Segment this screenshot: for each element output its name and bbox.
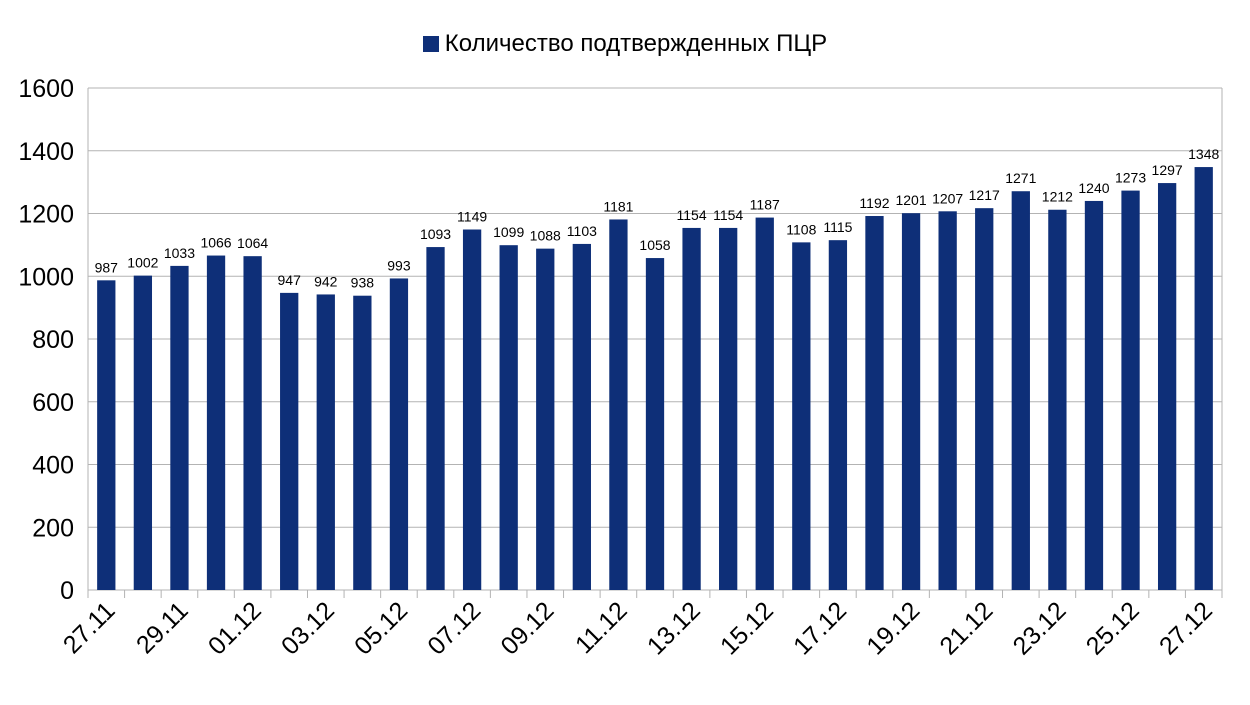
data-label: 1217 — [969, 187, 1000, 203]
x-tick-label: 13.12 — [642, 596, 706, 660]
x-tick-label: 17.12 — [788, 596, 852, 660]
bar — [243, 256, 262, 590]
data-label: 987 — [95, 259, 119, 275]
y-tick-label: 400 — [32, 452, 74, 480]
data-label: 1207 — [932, 190, 963, 206]
x-tick-label: 25.12 — [1081, 596, 1145, 660]
bar — [1157, 183, 1177, 590]
data-label: 1103 — [567, 223, 597, 239]
bar — [1121, 190, 1140, 590]
bar — [975, 208, 994, 590]
data-label: 1240 — [1078, 180, 1109, 196]
data-label: 947 — [278, 272, 302, 288]
data-label: 1088 — [530, 228, 561, 244]
data-label: 942 — [314, 273, 338, 289]
data-label: 1187 — [750, 197, 780, 213]
data-label: 938 — [351, 275, 375, 291]
x-tick-label: 15.12 — [715, 596, 779, 660]
bar — [499, 245, 518, 590]
data-label: 1115 — [823, 219, 852, 235]
x-tick-label: 27.12 — [1154, 596, 1218, 660]
data-label: 1201 — [895, 192, 926, 208]
bar — [353, 295, 372, 590]
x-tick-label: 09.12 — [495, 596, 559, 660]
data-label: 1093 — [420, 226, 451, 242]
bar — [645, 258, 665, 590]
data-label: 1033 — [164, 245, 195, 261]
x-tick-label: 03.12 — [276, 596, 340, 660]
data-label: 1348 — [1188, 146, 1219, 162]
bar — [97, 280, 116, 590]
bar — [865, 216, 884, 590]
x-tick-label: 19.12 — [861, 596, 925, 660]
data-label: 1297 — [1152, 162, 1183, 178]
x-tick-label: 11.12 — [570, 596, 633, 659]
data-label: 1271 — [1005, 170, 1036, 186]
x-tick-label: 23.12 — [1008, 596, 1072, 660]
data-label: 1212 — [1042, 189, 1073, 205]
bar — [1194, 167, 1213, 590]
data-label: 1273 — [1115, 170, 1146, 186]
y-tick-label: 200 — [32, 514, 74, 542]
x-tick-label: 27.11 — [58, 596, 121, 659]
bar — [1084, 200, 1104, 590]
bar — [389, 278, 409, 590]
data-label: 993 — [387, 257, 411, 273]
data-label: 1058 — [639, 237, 670, 253]
data-label: 1149 — [457, 209, 487, 225]
bar — [462, 229, 482, 590]
bar — [901, 213, 921, 590]
bar — [426, 247, 445, 591]
data-label: 1108 — [786, 221, 816, 237]
y-tick-label: 1000 — [18, 263, 74, 291]
y-tick-label: 1200 — [18, 201, 74, 229]
legend: Количество подтвержденных ПЦР — [0, 30, 1250, 58]
bar — [1011, 191, 1030, 590]
data-label: 1154 — [677, 207, 707, 223]
data-label: 1181 — [603, 198, 633, 214]
data-label: 1099 — [493, 224, 524, 240]
bar — [170, 265, 189, 590]
bar — [316, 294, 335, 590]
y-tick-label: 1600 — [18, 75, 74, 103]
bar — [572, 243, 591, 590]
x-tick-label: 01.12 — [203, 596, 267, 660]
data-label: 1064 — [237, 235, 268, 251]
legend-label: Количество подтвержденных ПЦР — [444, 30, 828, 57]
bar — [682, 227, 701, 590]
x-tick-label: 29.11 — [131, 596, 194, 659]
data-label: 1002 — [127, 255, 158, 271]
bar — [609, 219, 628, 590]
bar — [1048, 209, 1067, 591]
y-tick-label: 0 — [60, 577, 74, 605]
y-tick-label: 800 — [32, 326, 74, 354]
data-label: 1192 — [859, 195, 889, 211]
data-label: 1154 — [713, 207, 743, 223]
y-tick-label: 1400 — [18, 138, 74, 166]
x-tick-label: 05.12 — [349, 596, 413, 660]
bar — [536, 248, 555, 590]
bar — [206, 255, 226, 591]
bar — [828, 240, 848, 590]
x-tick-label: 07.12 — [422, 596, 486, 660]
bar — [719, 227, 738, 590]
bar — [938, 211, 957, 590]
data-label: 1066 — [200, 235, 231, 251]
bar — [792, 242, 811, 591]
legend-swatch — [422, 36, 439, 52]
x-tick-label: 21.12 — [934, 596, 998, 660]
bar — [755, 217, 774, 591]
y-tick-label: 600 — [32, 389, 74, 417]
bar — [280, 292, 299, 590]
bar — [133, 275, 153, 590]
